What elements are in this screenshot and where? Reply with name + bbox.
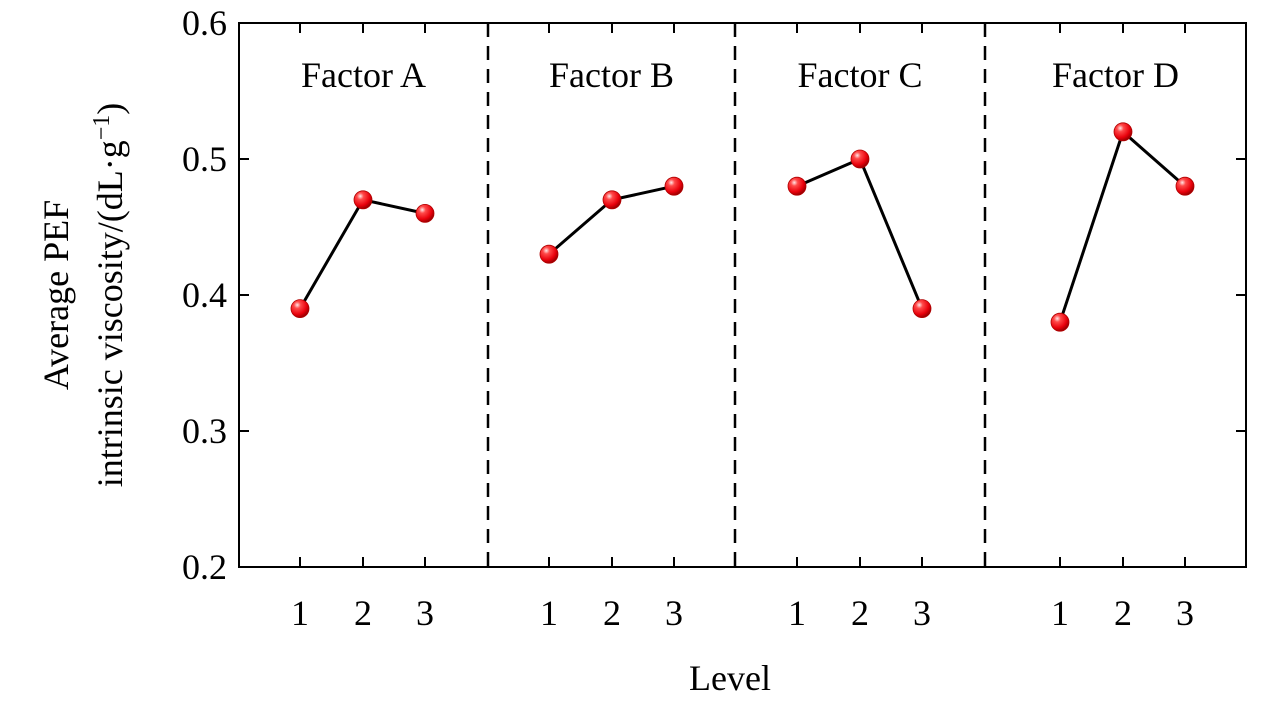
data-point xyxy=(850,149,870,169)
data-point xyxy=(1175,176,1195,196)
y-axis-title-line1: Average PEF xyxy=(36,200,76,390)
data-point xyxy=(415,203,435,223)
x-tick-label: 1 xyxy=(1051,593,1069,633)
x-tick-label: 2 xyxy=(603,593,621,633)
x-tick-label: 1 xyxy=(788,593,806,633)
x-axis-title: Level xyxy=(689,658,771,698)
panel-title: Factor A xyxy=(301,55,426,95)
series-line xyxy=(1058,129,1186,323)
y-tick-label: 0.5 xyxy=(182,139,227,179)
data-point xyxy=(290,299,310,319)
data-point xyxy=(787,176,807,196)
panel-title: Factor B xyxy=(549,55,674,95)
y-tick-label: 0.2 xyxy=(182,547,227,587)
x-tick-label: 3 xyxy=(665,593,683,633)
y-tick-label: 0.4 xyxy=(182,275,227,315)
data-point xyxy=(602,190,622,210)
data-point xyxy=(1050,312,1070,332)
plot-frame xyxy=(238,22,1247,568)
y-tick-label: 0.3 xyxy=(182,411,227,451)
x-tick-label: 3 xyxy=(913,593,931,633)
x-tick-label: 1 xyxy=(291,593,309,633)
x-tick-label: 2 xyxy=(354,593,372,633)
y-axis-title-close: ) xyxy=(90,103,130,115)
data-point xyxy=(664,176,684,196)
y-tick-label: 0.6 xyxy=(182,3,227,43)
data-point xyxy=(912,299,932,319)
y-axis-title-line2: intrinsic viscosity/(dL·g−1) xyxy=(89,103,130,488)
x-tick-label: 2 xyxy=(851,593,869,633)
series-line xyxy=(796,157,924,310)
y-axis-title-sup: −1 xyxy=(89,115,115,141)
x-tick-label: 2 xyxy=(1114,593,1132,633)
data-point xyxy=(1113,122,1133,142)
data-point xyxy=(539,244,559,264)
panel-title: Factor D xyxy=(1052,55,1179,95)
panel-title: Factor C xyxy=(798,55,923,95)
data-point xyxy=(353,190,373,210)
x-tick-label: 3 xyxy=(1176,593,1194,633)
x-tick-label: 1 xyxy=(540,593,558,633)
y-axis-title-main: intrinsic viscosity/(dL·g xyxy=(90,140,130,487)
series-line xyxy=(298,198,426,310)
x-tick-label: 3 xyxy=(416,593,434,633)
